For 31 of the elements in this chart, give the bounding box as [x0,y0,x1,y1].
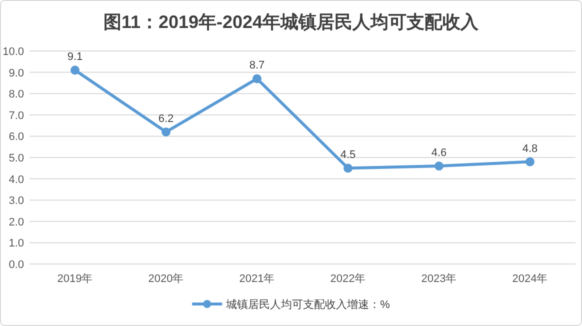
y-tick-label: 5.0 [8,152,24,164]
y-tick-label: 10.0 [2,46,24,58]
point [70,66,80,75]
x-tick-label: 2022年 [330,273,366,285]
x-tick-label: 2024年 [512,273,548,285]
y-tick-label: 4.0 [8,174,24,186]
y-tick-label: 2.0 [8,216,24,228]
x-tick-label: 2021年 [239,273,275,285]
point [434,162,444,171]
data-label: 8.7 [249,60,265,72]
data-label: 4.8 [522,142,538,155]
y-tick-label: 1.0 [8,238,24,250]
point [252,74,262,84]
x-tick-label: 2023年 [421,273,457,285]
y-tick-label: 3.0 [8,195,24,208]
y-tick-label: 9.0 [8,67,24,80]
data-label: 4.5 [340,149,356,162]
y-tick-label: 0.0 [8,259,24,271]
point [162,127,170,136]
point [344,164,352,173]
y-tick-label: 7.0 [8,110,24,122]
point [526,157,534,166]
y-tick-label: 6.0 [8,131,24,144]
x-tick-label: 2019年 [57,273,93,285]
chart-title: 图11：2019年-2024年城镇居民人均可支配收入 [103,12,480,32]
data-label: 4.6 [431,147,447,160]
data-label: 6.2 [158,112,174,125]
x-tick-label: 2020年 [148,273,184,285]
data-label: 9.1 [67,51,83,64]
legend-label: 城镇居民人均可支配收入增速：% [225,298,390,311]
y-tick-label: 8.0 [8,88,24,101]
